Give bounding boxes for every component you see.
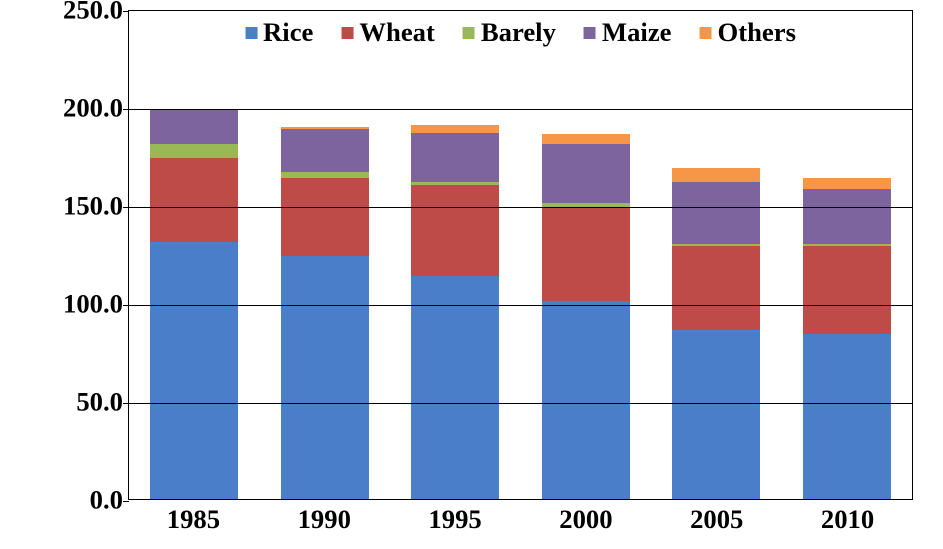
y-tickmark (123, 403, 129, 404)
bar-segment-wheat (542, 207, 630, 301)
chart-container: Virtual water use (m3/yr) RiceWheatBarel… (0, 0, 943, 549)
bar-segment-maize (411, 133, 499, 182)
bar-segment-maize (150, 109, 238, 144)
gridline (129, 403, 912, 404)
bar (281, 127, 369, 499)
bar-segment-barely (150, 144, 238, 158)
x-axis-labels: 1985 1990 1995 2000 2005 2010 (128, 504, 913, 535)
bar (411, 125, 499, 499)
y-tickmark (123, 11, 129, 12)
x-tick-label: 2000 (542, 504, 630, 535)
bar-segment-wheat (281, 178, 369, 256)
bar-segment-rice (803, 334, 891, 499)
bar-segment-rice (281, 256, 369, 499)
plot-area: RiceWheatBarelyMaizeOthers (128, 10, 913, 500)
bar (150, 109, 238, 499)
bar-segment-wheat (672, 246, 760, 330)
x-tick-label: 2005 (673, 504, 761, 535)
bar-segment-rice (411, 276, 499, 499)
y-tickmark (123, 109, 129, 110)
gridline (129, 109, 912, 110)
y-tick-label: 250.0 (63, 0, 123, 26)
bar-segment-maize (281, 129, 369, 172)
bar-segment-wheat (150, 158, 238, 242)
y-tickmark (123, 305, 129, 306)
x-tick-label: 1995 (411, 504, 499, 535)
bar (542, 134, 630, 499)
bar-segment-others (411, 125, 499, 133)
x-tick-label: 2010 (804, 504, 892, 535)
bar-segment-rice (150, 242, 238, 499)
bar-segment-rice (542, 301, 630, 499)
gridline (129, 305, 912, 306)
y-tick-label: 50.0 (76, 387, 123, 418)
y-tick-label: 0.0 (90, 485, 123, 516)
bar-segment-maize (803, 189, 891, 244)
bar (803, 178, 891, 499)
y-tickmark (123, 207, 129, 208)
bar-segment-maize (672, 182, 760, 245)
bar (672, 168, 760, 499)
bar-segment-wheat (411, 185, 499, 275)
x-tick-label: 1985 (149, 504, 237, 535)
y-tickmark (123, 501, 129, 502)
bar-segment-rice (672, 330, 760, 499)
bar-segment-others (542, 134, 630, 144)
bars-group (129, 11, 912, 499)
bar-segment-others (672, 168, 760, 182)
x-tick-label: 1990 (280, 504, 368, 535)
y-tick-label: 150.0 (63, 191, 123, 222)
gridline (129, 207, 912, 208)
bar-segment-others (803, 178, 891, 190)
bar-segment-maize (542, 144, 630, 203)
y-tick-label: 100.0 (63, 289, 123, 320)
bar-segment-wheat (803, 246, 891, 334)
y-tick-label: 200.0 (63, 93, 123, 124)
